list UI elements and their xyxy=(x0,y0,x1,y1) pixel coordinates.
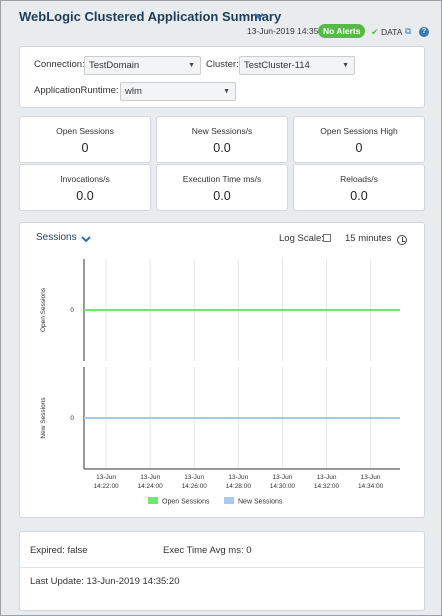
connection-select-value: TestDomain xyxy=(89,60,140,71)
y-tick-label: 0 xyxy=(70,415,74,422)
divider xyxy=(20,567,424,568)
x-tick-label: 13-Jun xyxy=(317,474,337,481)
filter-panel: Connection: TestDomain ▼ Cluster: TestCl… xyxy=(19,46,425,108)
tile-label: Open Sessions xyxy=(56,126,114,136)
tile-execution-time[interactable]: Execution Time ms/s 0.0 xyxy=(156,164,288,211)
x-tick-label: 14:34:00 xyxy=(358,483,384,490)
alerts-badge[interactable]: No Alerts xyxy=(318,24,366,38)
last-update-label: Last Update: xyxy=(30,576,84,587)
page-title: WebLogic Clustered Application Summary xyxy=(19,9,282,24)
tile-value: 0 xyxy=(81,141,89,155)
page-header: WebLogic Clustered Application Summary 1… xyxy=(1,1,441,41)
x-tick-label: 13-Jun xyxy=(272,474,292,481)
connection-label: Connection: xyxy=(34,59,85,70)
runtime-select-value: wlm xyxy=(125,86,142,97)
tile-label: Reloads/s xyxy=(340,174,378,184)
x-tick-label: 14:22:00 xyxy=(93,483,119,490)
runtime-label: ApplicationRuntime: xyxy=(34,85,119,96)
info-panel: Expired: false Exec Time Avg ms: 0 Last … xyxy=(19,531,425,611)
cluster-select[interactable]: TestCluster-114 ▼ xyxy=(239,56,355,75)
header-date: 13-Jun-2019 14:35 xyxy=(247,26,319,36)
chevron-down-icon[interactable] xyxy=(81,235,91,243)
sessions-chart-panel: Sessions Log Scale: 15 minutes Open Sess… xyxy=(19,222,425,518)
tile-label: Open Sessions High xyxy=(320,126,398,136)
tile-new-sessions[interactable]: New Sessions/s 0.0 xyxy=(156,116,288,163)
tile-value: 0.0 xyxy=(76,189,94,203)
exec-time-label: Exec Time Avg ms: xyxy=(163,545,244,556)
x-tick-label: 14:32:00 xyxy=(314,483,340,490)
expired-value: false xyxy=(67,545,88,556)
time-range-label[interactable]: 15 minutes xyxy=(345,233,392,244)
external-link-icon[interactable]: ⧉ xyxy=(405,26,412,36)
y-axis-label: Open Sessions xyxy=(40,287,47,332)
x-tick-label: 13-Jun xyxy=(140,474,160,481)
connection-select[interactable]: TestDomain ▼ xyxy=(84,56,201,75)
expired-label: Expired: xyxy=(30,545,65,556)
y-axis-label: New Sessions xyxy=(40,397,47,439)
tile-value: 0.0 xyxy=(213,141,231,155)
chevron-down-icon[interactable] xyxy=(253,11,265,21)
clock-icon[interactable] xyxy=(397,235,407,245)
dropdown-arrow-icon: ▼ xyxy=(223,88,230,95)
x-tick-label: 13-Jun xyxy=(184,474,204,481)
chart-selector[interactable]: Sessions xyxy=(36,232,77,243)
tile-value: 0.0 xyxy=(350,189,368,203)
tile-reloads[interactable]: Reloads/s 0.0 xyxy=(293,164,425,211)
cluster-label: Cluster: xyxy=(206,59,239,70)
x-tick-label: 14:26:00 xyxy=(182,483,208,490)
tile-open-sessions[interactable]: Open Sessions 0 xyxy=(19,116,151,163)
x-tick-label: 14:30:00 xyxy=(270,483,296,490)
x-tick-label: 14:28:00 xyxy=(226,483,252,490)
tile-value: 0 xyxy=(355,141,363,155)
x-tick-label: 13-Jun xyxy=(228,474,248,481)
legend-label: Open Sessions xyxy=(162,499,210,506)
x-tick-label: 13-Jun xyxy=(96,474,116,481)
y-tick-label: 0 xyxy=(70,307,74,314)
tile-label: Execution Time ms/s xyxy=(182,174,262,184)
last-update-value: 13-Jun-2019 14:35:20 xyxy=(86,576,180,587)
legend-label: New Sessions xyxy=(238,499,283,506)
tile-label: New Sessions/s xyxy=(191,126,253,136)
check-icon: ✔ xyxy=(371,27,379,37)
x-tick-label: 14:24:00 xyxy=(137,483,163,490)
log-scale-checkbox[interactable] xyxy=(323,234,331,242)
dropdown-arrow-icon: ▼ xyxy=(342,62,349,69)
legend-swatch xyxy=(224,497,234,504)
sessions-chart: Open Sessions 0 New Sessions 0 13-Jun 14:22:0… xyxy=(40,259,400,506)
tile-value: 0.0 xyxy=(213,189,231,203)
help-icon[interactable]: ? xyxy=(419,27,429,37)
runtime-select[interactable]: wlm ▼ xyxy=(120,82,236,101)
exec-time-value: 0 xyxy=(246,545,252,556)
legend-swatch xyxy=(148,497,158,504)
x-tick-label: 13-Jun xyxy=(361,474,381,481)
data-link[interactable]: DATA xyxy=(381,27,403,37)
cluster-select-value: TestCluster-114 xyxy=(244,60,310,71)
tile-invocations[interactable]: Invocations/s 0.0 xyxy=(19,164,151,211)
tile-label: Invocations/s xyxy=(60,174,110,184)
log-scale-label: Log Scale: xyxy=(279,233,324,244)
tile-open-sessions-high[interactable]: Open Sessions High 0 xyxy=(293,116,425,163)
dropdown-arrow-icon: ▼ xyxy=(188,62,195,69)
